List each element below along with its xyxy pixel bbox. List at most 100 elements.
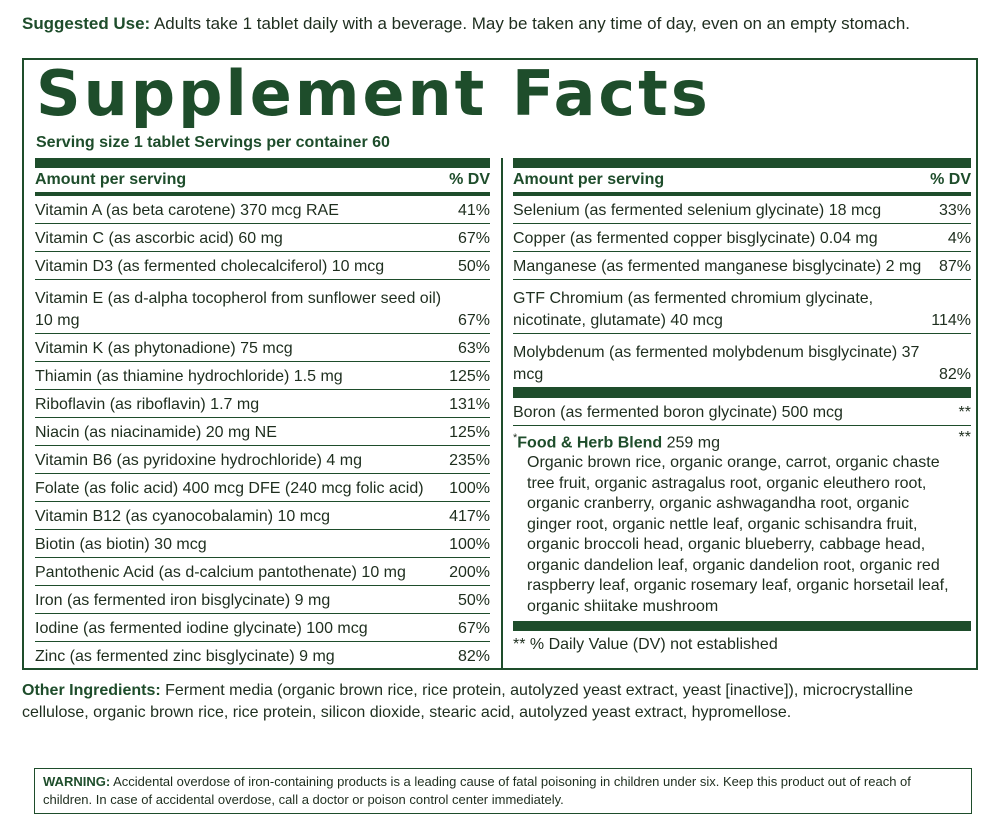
nutrient-name: Vitamin D3 (as fermented cholecalciferol… [35, 258, 385, 275]
nutrient-row: Selenium (as fermented selenium glycinat… [513, 196, 971, 224]
dv-header: % DV [449, 171, 490, 188]
nutrient-name: Iron (as fermented iron bisglycinate) 9 … [35, 592, 331, 609]
other-ingredients-label: Other Ingredients: [22, 682, 161, 699]
nutrient-dv: 417% [449, 508, 490, 525]
suggested-use: Suggested Use: Adults take 1 tablet dail… [22, 12, 980, 36]
nutrient-row: Manganese (as fermented manganese bisgly… [513, 252, 971, 280]
left-nutrient-list: Vitamin A (as beta carotene) 370 mcg RAE… [35, 196, 490, 670]
nutrient-dv: 4% [947, 230, 971, 247]
thick-rule [513, 388, 971, 398]
nutrient-dv: 100% [449, 480, 490, 497]
right-column: Amount per serving % DV Selenium (as fer… [513, 158, 971, 657]
column-header: Amount per serving % DV [513, 168, 971, 196]
nutrient-dv: 125% [449, 368, 490, 385]
nutrient-name: Vitamin A (as beta carotene) 370 mcg RAE [35, 202, 339, 219]
nutrient-name: Vitamin B12 (as cyanocobalamin) 10 mcg [35, 508, 330, 525]
nutrient-row: GTF Chromium (as fermented chromium glyc… [513, 280, 971, 334]
other-ingredients-text: Ferment media (organic brown rice, rice … [22, 682, 913, 721]
nutrient-dv: 41% [457, 202, 490, 219]
nutrient-name: Vitamin C (as ascorbic acid) 60 mg [35, 230, 283, 247]
nutrient-row: Folate (as folic acid) 400 mcg DFE (240 … [35, 474, 490, 502]
blend-name: Food & Herb Blend [517, 434, 663, 452]
nutrient-row: Iron (as fermented iron bisglycinate) 9 … [35, 586, 490, 614]
nutrient-dv: 67% [457, 230, 490, 247]
column-header: Amount per serving % DV [35, 168, 490, 196]
nutrient-row-boron: Boron (as fermented boron glycinate) 500… [513, 398, 971, 426]
nutrient-row: Copper (as fermented copper bisglycinate… [513, 224, 971, 252]
nutrient-row: Zinc (as fermented zinc bisglycinate) 9 … [35, 642, 490, 670]
nutrient-name: Vitamin K (as phytonadione) 75 mcg [35, 340, 293, 357]
nutrient-row: Vitamin C (as ascorbic acid) 60 mg 67% [35, 224, 490, 252]
warning-box: WARNING: Accidental overdose of iron-con… [34, 768, 972, 814]
serving-info: Serving size 1 tablet Servings per conta… [36, 134, 390, 151]
nutrient-row: Vitamin B6 (as pyridoxine hydrochloride)… [35, 446, 490, 474]
left-column: Amount per serving % DV Vitamin A (as be… [35, 158, 490, 670]
nutrient-dv: 50% [457, 592, 490, 609]
nutrient-dv: 67% [457, 620, 490, 637]
nutrient-dv: 125% [449, 424, 490, 441]
nutrient-row: Vitamin B12 (as cyanocobalamin) 10 mcg 41… [35, 502, 490, 530]
nutrient-name: Molybdenum (as fermented molybdenum bisg… [513, 344, 920, 383]
nutrient-dv: 114% [931, 312, 971, 329]
nutrient-name: Riboflavin (as riboflavin) 1.7 mg [35, 396, 260, 413]
nutrient-row: Thiamin (as thiamine hydrochloride) 1.5 … [35, 362, 490, 390]
nutrient-name: Zinc (as fermented zinc bisglycinate) 9 … [35, 648, 335, 665]
blend-mark: * [513, 432, 518, 444]
nutrient-dv: 63% [457, 340, 490, 357]
nutrient-row: Molybdenum (as fermented molybdenum bisg… [513, 334, 971, 388]
blend-dv: ** [958, 429, 971, 446]
nutrient-row: Pantothenic Acid (as d-calcium pantothen… [35, 558, 490, 586]
nutrient-name: Vitamin B6 (as pyridoxine hydrochloride)… [35, 452, 362, 469]
nutrient-dv: 235% [449, 452, 490, 469]
nutrient-name: Folate (as folic acid) 400 mcg DFE (240 … [35, 480, 424, 497]
nutrient-name: Biotin (as biotin) 30 mcg [35, 536, 207, 553]
nutrient-dv: ** [958, 404, 971, 421]
nutrient-name: Niacin (as niacinamide) 20 mg NE [35, 424, 277, 441]
dv-header: % DV [930, 171, 971, 188]
nutrient-dv: 200% [449, 564, 490, 581]
nutrient-dv: 67% [457, 312, 490, 329]
nutrient-name: Iodine (as fermented iodine glycinate) 1… [35, 620, 368, 637]
warning-label: WARNING: [43, 774, 111, 789]
blend-header: *Food & Herb Blend 259 mg ** [513, 428, 971, 453]
thick-rule [513, 621, 971, 632]
warning-text: Accidental overdose of iron-containing p… [43, 774, 911, 807]
nutrient-name: Thiamin (as thiamine hydrochloride) 1.5 … [35, 368, 343, 385]
right-nutrient-list: Selenium (as fermented selenium glycinat… [513, 196, 971, 388]
column-divider [501, 158, 503, 670]
food-herb-blend: *Food & Herb Blend 259 mg ** Organic bro… [513, 426, 971, 617]
nutrient-dv: 100% [449, 536, 490, 553]
thick-rule [513, 158, 971, 168]
nutrient-name: Copper (as fermented copper bisglycinate… [513, 230, 878, 247]
thick-rule [35, 158, 490, 168]
blend-ingredients: Organic brown rice, organic orange, carr… [527, 454, 949, 615]
amount-header: Amount per serving [35, 171, 187, 188]
nutrient-name: Manganese (as fermented manganese bisgly… [513, 258, 922, 275]
nutrient-name: Selenium (as fermented selenium glycinat… [513, 202, 882, 219]
nutrient-row: Riboflavin (as riboflavin) 1.7 mg 131% [35, 390, 490, 418]
nutrient-row: Vitamin E (as d-alpha tocopherol from su… [35, 280, 490, 334]
dv-footnote: ** % Daily Value (DV) not established [513, 636, 778, 654]
nutrient-name: Pantothenic Acid (as d-calcium pantothen… [35, 564, 406, 581]
blend-amount: 259 mg [662, 434, 720, 452]
panel-title: Supplement Facts [36, 57, 711, 130]
nutrient-row: Iodine (as fermented iodine glycinate) 1… [35, 614, 490, 642]
nutrient-dv: 87% [938, 258, 971, 275]
suggested-use-text: Adults take 1 tablet daily with a bevera… [150, 14, 910, 33]
suggested-use-label: Suggested Use: [22, 14, 151, 33]
nutrient-name: Vitamin E (as d-alpha tocopherol from su… [35, 290, 442, 329]
nutrient-row: Vitamin K (as phytonadione) 75 mcg 63% [35, 334, 490, 362]
nutrient-dv: 82% [938, 366, 971, 383]
nutrient-row: Biotin (as biotin) 30 mcg 100% [35, 530, 490, 558]
supplement-facts-panel: Supplement Facts Serving size 1 tablet S… [22, 57, 978, 670]
nutrient-dv: 131% [449, 396, 490, 413]
nutrient-dv: 33% [938, 202, 971, 219]
nutrient-dv: 50% [457, 258, 490, 275]
nutrient-row: Vitamin A (as beta carotene) 370 mcg RAE… [35, 196, 490, 224]
nutrient-name: Boron (as fermented boron glycinate) 500… [513, 404, 843, 421]
amount-header: Amount per serving [513, 171, 665, 188]
other-ingredients: Other Ingredients: Ferment media (organi… [22, 680, 982, 724]
nutrient-name: GTF Chromium (as fermented chromium glyc… [513, 290, 874, 329]
nutrient-row: Niacin (as niacinamide) 20 mg NE 125% [35, 418, 490, 446]
nutrient-dv: 82% [457, 648, 490, 665]
